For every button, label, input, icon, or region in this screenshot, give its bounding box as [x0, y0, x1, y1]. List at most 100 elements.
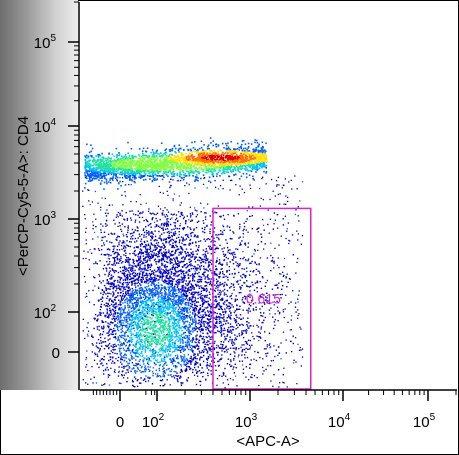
event-dot	[143, 241, 146, 244]
event-dot	[122, 322, 124, 324]
event-dot	[222, 168, 224, 171]
event-dot	[132, 275, 135, 277]
event-dot	[206, 326, 208, 328]
event-dot	[126, 311, 129, 313]
event-dot	[167, 355, 169, 358]
event-dot	[240, 162, 242, 164]
event-dot	[262, 145, 264, 148]
event-dot	[224, 161, 226, 163]
event-dot	[136, 168, 139, 170]
event-dot	[211, 158, 213, 160]
event-dot	[163, 374, 165, 376]
event-dot	[178, 151, 180, 153]
event-dot	[204, 216, 207, 218]
event-dot	[110, 173, 113, 176]
event-dot	[210, 348, 212, 351]
event-dot	[201, 158, 203, 161]
event-dot	[142, 165, 145, 168]
event-dot	[257, 151, 260, 153]
event-dot	[131, 318, 133, 321]
event-dot	[170, 160, 172, 163]
event-dot	[120, 322, 122, 324]
event-dot	[127, 171, 129, 173]
event-dot	[196, 361, 198, 364]
event-dot	[161, 300, 163, 302]
event-dot	[174, 159, 177, 161]
event-dot	[226, 157, 229, 160]
event-dot	[133, 282, 136, 285]
event-dot	[89, 166, 91, 169]
event-dot	[106, 304, 108, 307]
event-dot	[208, 263, 210, 266]
event-dot	[157, 307, 160, 309]
event-dot	[240, 167, 242, 170]
event-dot	[169, 170, 171, 173]
event-dot	[114, 177, 117, 179]
event-dot	[190, 163, 193, 166]
event-dot	[202, 156, 204, 158]
event-dot	[185, 370, 187, 372]
event-dot	[104, 368, 107, 370]
event-dot	[146, 307, 149, 309]
event-dot	[98, 164, 101, 167]
event-dot	[155, 334, 157, 337]
event-dot	[165, 294, 167, 296]
event-dot	[204, 289, 206, 291]
event-dot	[224, 312, 227, 314]
event-dot	[248, 159, 250, 162]
event-dot	[219, 281, 221, 284]
event-dot	[240, 165, 243, 168]
event-dot	[196, 338, 198, 340]
event-dot	[105, 158, 107, 160]
event-dot	[152, 175, 154, 177]
event-dot	[172, 266, 174, 268]
event-dot	[126, 278, 128, 280]
event-dot	[192, 158, 194, 160]
event-dot	[103, 231, 106, 233]
event-dot	[193, 265, 195, 268]
event-dot	[149, 212, 151, 214]
event-dot	[263, 294, 265, 296]
event-dot	[205, 348, 207, 350]
event-dot	[211, 170, 213, 172]
event-dot	[266, 297, 268, 299]
event-dot	[179, 375, 182, 377]
event-dot	[228, 305, 231, 307]
event-dot	[227, 331, 229, 333]
event-dot	[268, 332, 271, 334]
event-dot	[160, 142, 163, 144]
event-dot	[197, 362, 199, 364]
event-dot	[100, 253, 103, 256]
event-dot	[173, 160, 175, 163]
event-dot	[130, 147, 133, 150]
event-dot	[253, 157, 255, 159]
event-dot	[229, 310, 231, 312]
event-dot	[177, 308, 180, 311]
event-dot	[135, 365, 138, 367]
event-dot	[170, 153, 172, 156]
event-dot	[165, 156, 167, 159]
event-dot	[140, 163, 143, 166]
event-dot	[133, 250, 136, 253]
event-dot	[119, 158, 122, 161]
event-dot	[148, 154, 150, 157]
event-dot	[99, 167, 102, 169]
event-dot	[178, 329, 180, 331]
event-dot	[152, 158, 155, 160]
event-dot	[222, 329, 224, 332]
event-dot	[196, 156, 199, 159]
event-dot	[84, 187, 86, 189]
event-dot	[132, 277, 135, 280]
event-dot	[144, 312, 146, 315]
event-dot	[203, 154, 205, 156]
event-dot	[164, 168, 166, 171]
event-dot	[232, 252, 234, 254]
event-dot	[256, 157, 258, 159]
event-dot	[136, 351, 138, 353]
event-dot	[235, 261, 237, 263]
event-dot	[225, 154, 227, 157]
event-dot	[191, 151, 193, 153]
event-dot	[117, 158, 119, 160]
event-dot	[132, 161, 135, 163]
event-dot	[105, 166, 108, 168]
